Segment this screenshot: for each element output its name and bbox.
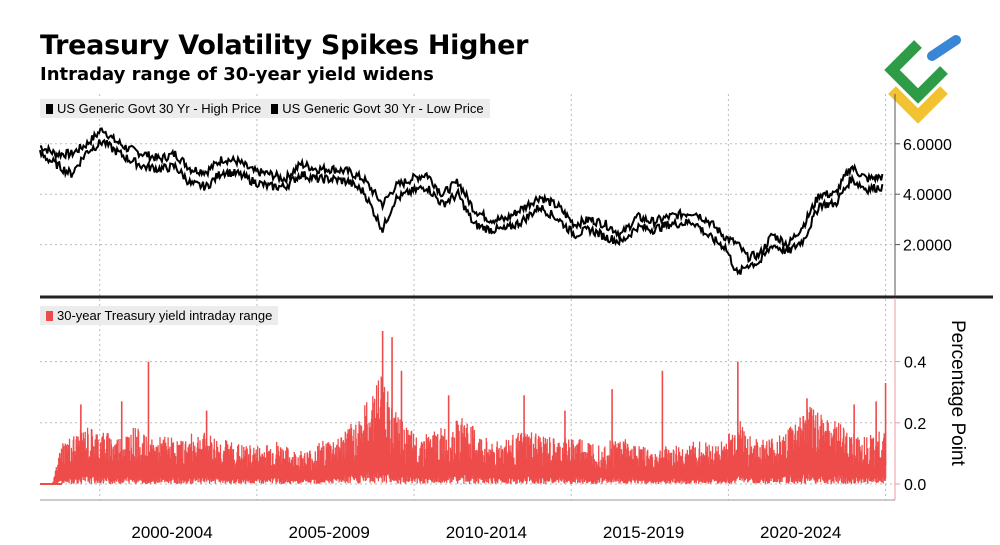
legend-swatch-range: [46, 310, 53, 321]
y-tick-label-bottom: 0.4: [904, 355, 926, 372]
legend-item-low: US Generic Govt 30 Yr - Low Price: [271, 101, 484, 116]
low-price-line: [39, 138, 884, 276]
y-tick-label-bottom: 0.2: [904, 416, 926, 433]
price-series: [39, 127, 884, 276]
bottom-legend: 30-year Treasury yield intraday range: [40, 306, 279, 325]
legend-swatch-high: [46, 103, 53, 114]
y-axis-label-bottom: Percentage Point: [947, 320, 968, 466]
legend-label-low: US Generic Govt 30 Yr - Low Price: [282, 101, 484, 116]
y-tick-label-top: 6.0000: [903, 137, 952, 154]
x-tick-label: 2000-2004: [131, 523, 212, 542]
legend-label-high: US Generic Govt 30 Yr - High Price: [57, 101, 262, 116]
y-tick-label-top: 2.0000: [903, 238, 952, 255]
top-legend: US Generic Govt 30 Yr - High Price US Ge…: [40, 99, 490, 118]
legend-label-range: 30-year Treasury yield intraday range: [57, 308, 273, 323]
chart-title: Treasury Volatility Spikes Higher: [40, 30, 529, 61]
y-tick-label-top: 4.0000: [903, 187, 952, 204]
chart-subtitle: Intraday range of 30-year yield widens: [40, 64, 434, 85]
axes: 6.0000 4.0000 2.0000 0.4 0.2 0.0 2000-2004 2005…: [40, 94, 993, 542]
high-price-line: [40, 127, 884, 264]
legend-item-high: US Generic Govt 30 Yr - High Price: [46, 101, 261, 116]
legend-swatch-low: [271, 103, 279, 114]
range-series: [40, 331, 887, 485]
brand-logo-icon: [884, 35, 961, 124]
x-tick-label: 2015-2019: [603, 523, 684, 542]
x-tick-label: 2010-2014: [446, 523, 527, 542]
y-tick-label-bottom: 0.0: [904, 477, 926, 494]
x-tick-label: 2005-2009: [289, 523, 370, 542]
x-tick-label: 2020-2024: [760, 523, 841, 542]
range-bars: [52, 376, 887, 484]
legend-item-range: 30-year Treasury yield intraday range: [46, 308, 272, 323]
